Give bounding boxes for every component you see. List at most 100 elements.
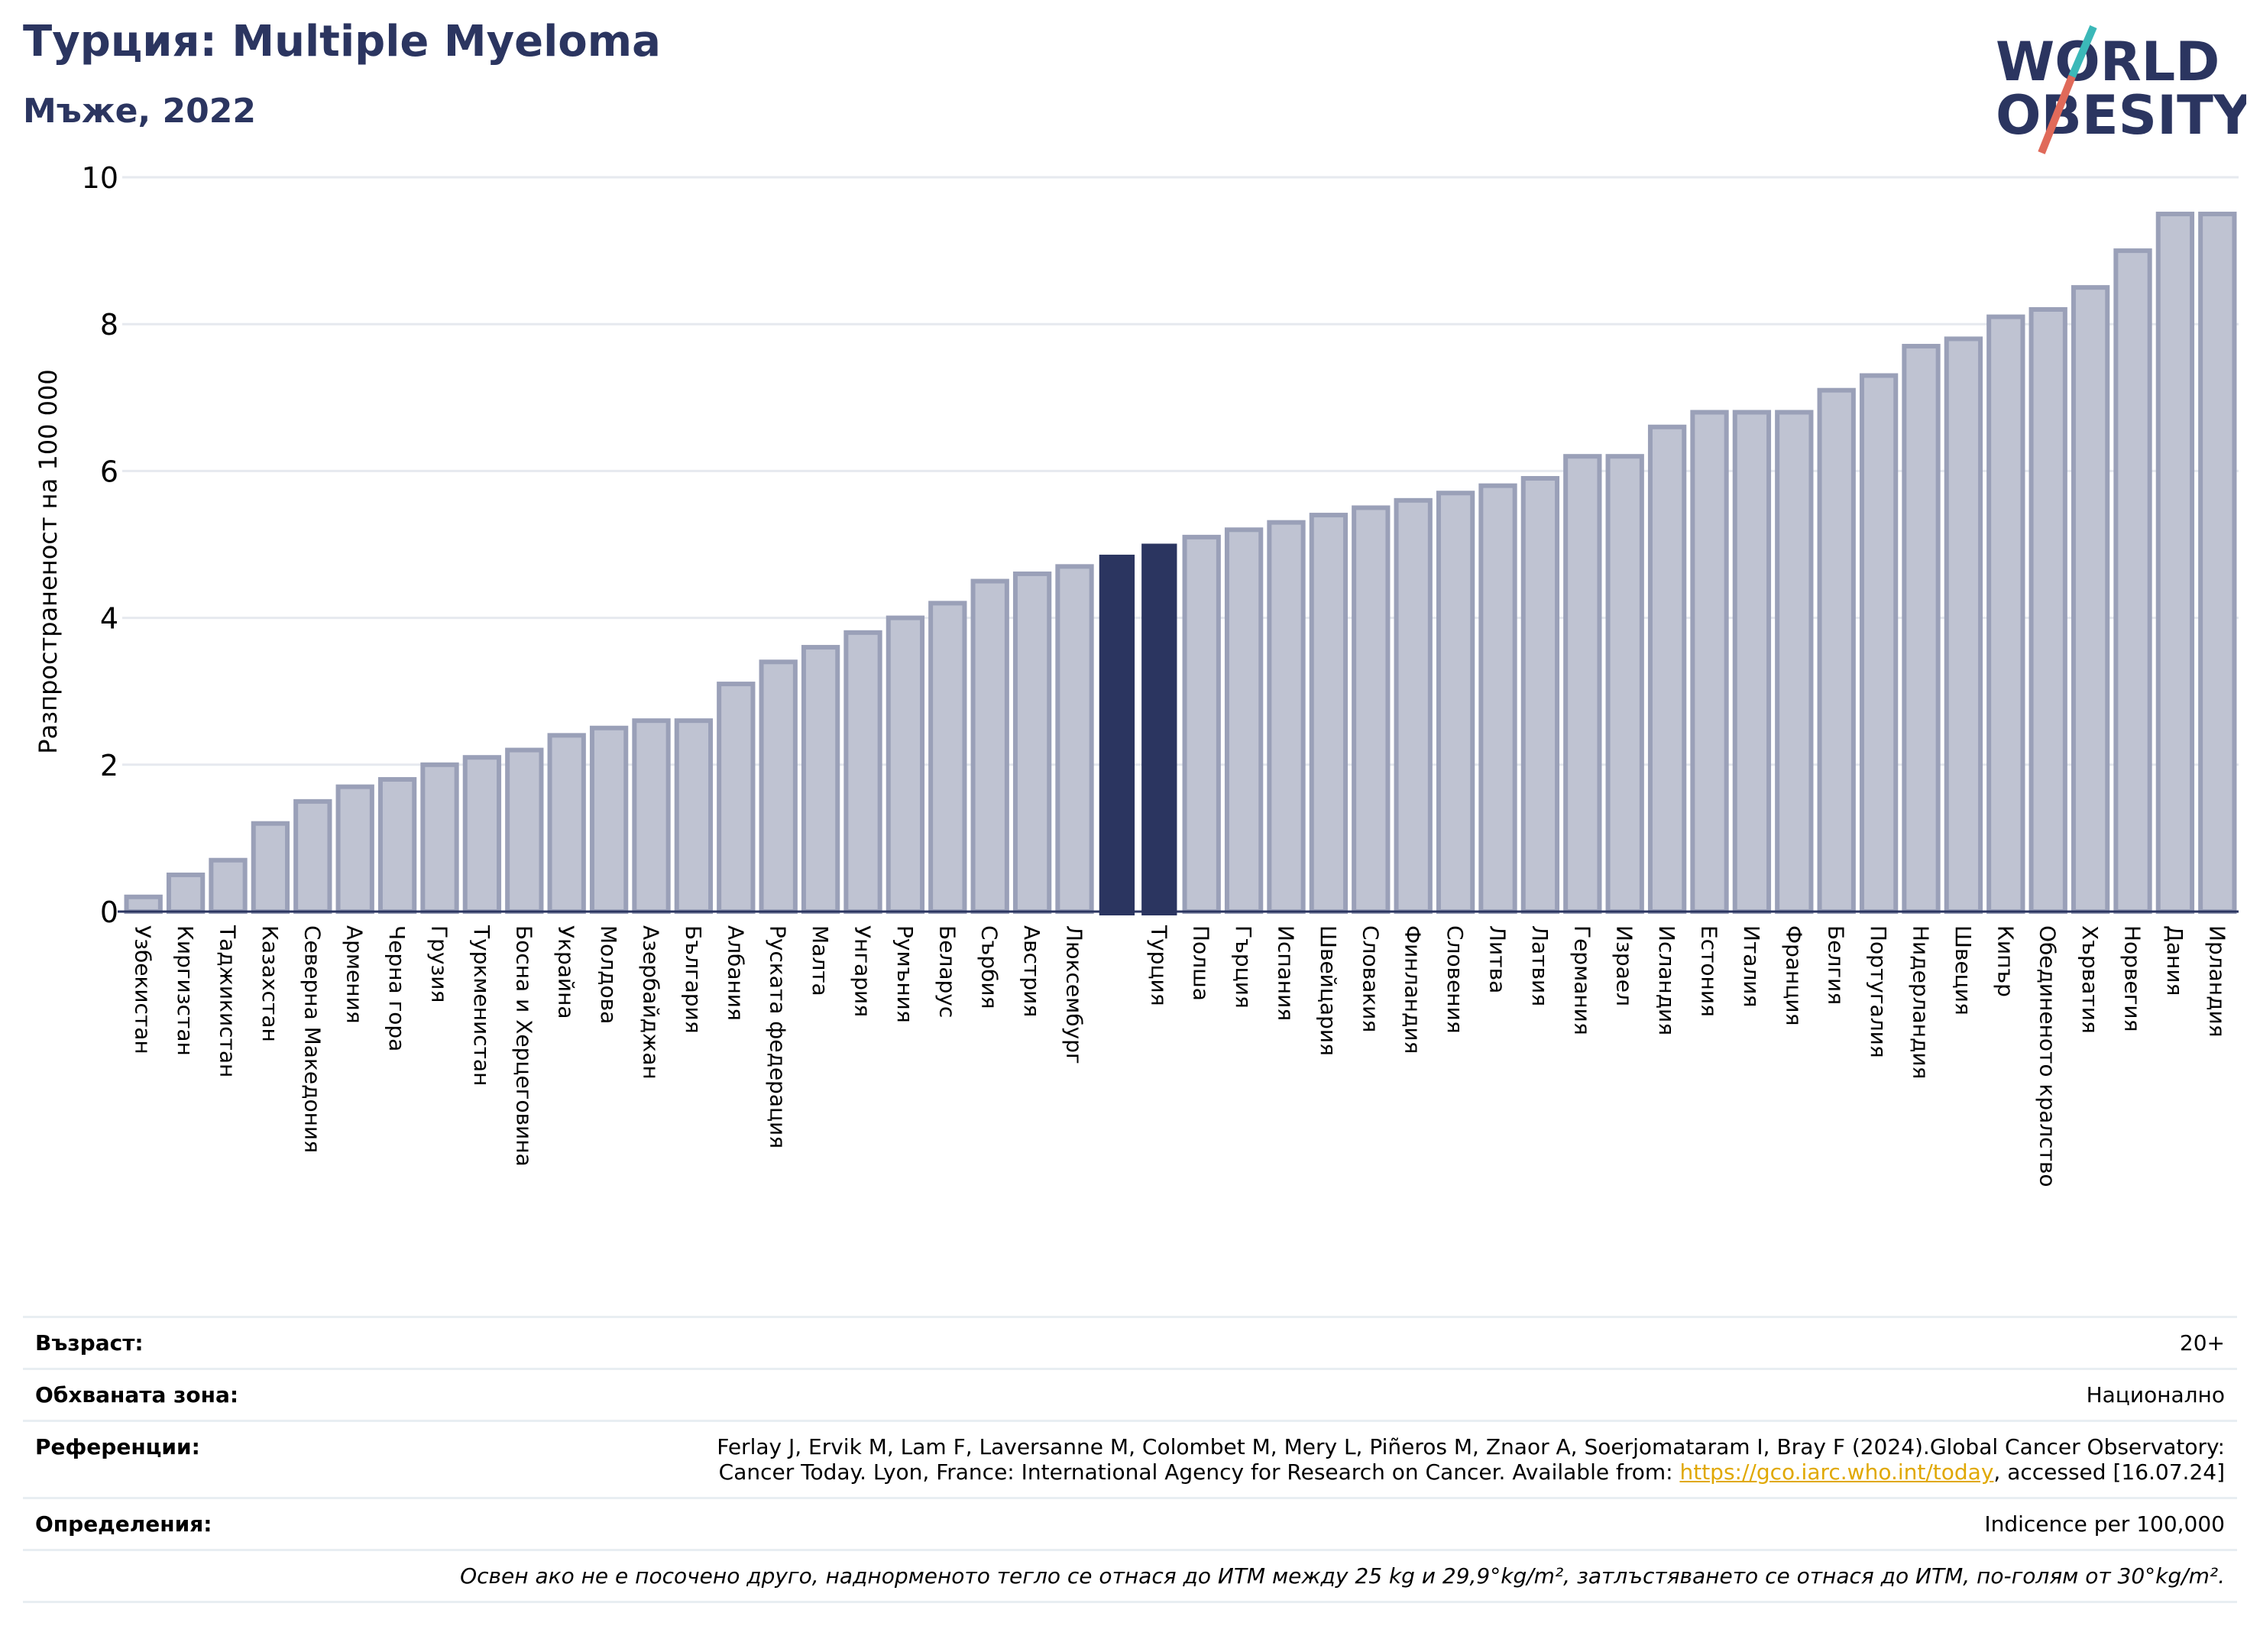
x-tick-label: Руската федерация [766,925,791,1148]
references-text: Cancer Today. Lyon, France: Internationa… [718,1459,1680,1485]
bar-highlight [1099,554,1135,915]
x-tick-label: Молдова [596,925,621,1024]
logo-word-obesity: OBESITY [1996,84,2246,147]
references-value: Ferlay J, Ervik M, Lam F, Laversanne M, … [353,1420,2237,1499]
x-tick-label: Обединеното кралство [2035,925,2061,1187]
x-tick-label: Белгия [1824,925,1849,1005]
y-tick-label: 0 [100,896,118,929]
x-tick-label: Туркменистан [469,925,494,1086]
bar [462,755,502,914]
chart-title: Турция: Multiple Myeloma [23,17,661,66]
bar [1309,513,1349,914]
bar [589,725,629,914]
bar [293,798,332,914]
bar [124,894,163,915]
x-tick-label: Малта [808,925,833,996]
x-tick-label: Албания [723,925,748,1021]
bar [970,578,1009,914]
bar [1902,344,1941,914]
x-tick-label: Таджикистан [215,925,241,1077]
bar [1775,410,1814,914]
bar [843,630,882,914]
bar [505,747,544,915]
x-tick-label: Финландия [1400,925,1426,1054]
x-tick-label: Гърция [1231,925,1256,1009]
x-tick-label: Румъния [892,925,918,1023]
bar [377,777,417,915]
references-label: Референции: [23,1420,353,1499]
x-tick-label: Швеция [1951,925,1976,1015]
x-tick-label: Нидерландия [1909,925,1934,1079]
x-tick-label: Казахстан [257,925,283,1042]
bar [209,857,248,914]
bar [2028,306,2067,915]
bar [335,784,374,914]
bar [1478,483,1517,914]
bar [1012,571,1052,914]
x-tick-label: Дания [2162,925,2187,996]
x-tick-label: Норвегия [2120,925,2145,1032]
x-tick-label: България [681,925,706,1034]
bar [1732,410,1772,914]
x-tick-label: Германия [1569,925,1595,1035]
definitions-value: Indicence per 100,000 [353,1497,2237,1551]
x-tick-label: Италия [1739,925,1764,1007]
x-tick-label: Люксембург [1062,925,1087,1064]
bar [1647,424,1687,914]
x-tick-label: Армения [342,925,367,1024]
x-tick-label: Украйна [554,925,579,1019]
coverage-label: Обхваната зона: [23,1368,353,1422]
x-tick-label: Северна Македония [299,925,325,1153]
bar [1944,336,1983,915]
bar [717,682,756,915]
bar [1859,373,1899,915]
logo-word-world: WORLD [1996,31,2220,93]
bar [2155,212,2195,914]
meta-row-definitions: Определения: Indicence per 100,000 [23,1497,2237,1551]
meta-row-coverage: Обхваната зона: Национално [23,1368,2237,1422]
x-tick-label: Беларус [934,925,960,1018]
x-tick-label: Португалия [1866,925,1891,1058]
x-tick-label: Словения [1442,925,1468,1034]
bar [1352,505,1391,914]
x-tick-label: Сърбия [977,925,1002,1009]
x-tick-label: Черна гора [384,925,410,1051]
x-tick-label: Израел [1612,925,1637,1006]
logo-slash-red [2038,75,2076,154]
x-tick-label: Унгария [850,925,876,1017]
y-tick-label: 10 [82,161,118,195]
y-tick-label: 6 [100,455,118,488]
y-tick-label: 8 [100,308,118,342]
meta-row-note: Освен ако не е посочено друго, наднормен… [23,1549,2237,1603]
references-line-2: Cancer Today. Lyon, France: Internationa… [365,1459,2225,1485]
x-tick-label: Исландия [1654,925,1679,1035]
bar [420,762,459,914]
world-obesity-logo: WORLD OBESITY [1996,25,2246,154]
references-link[interactable]: https://gco.iarc.who.int/today [1679,1459,1994,1485]
bar [674,718,714,915]
meta-row-age: Възраст: 20+ [23,1316,2237,1370]
x-tick-label: Азербайджан [639,925,664,1080]
chart-subtitle: Мъже, 2022 [23,92,256,131]
bar [886,615,925,914]
bar [1605,454,1644,914]
bar [1986,314,2025,914]
x-tick-label: Полша [1189,925,1214,1001]
x-tick-label: Босна и Херцеговина [511,925,536,1167]
age-label: Възраст: [23,1316,353,1370]
bar [2113,248,2152,915]
age-value: 20+ [353,1316,2237,1370]
references-accessed: , accessed [16.07.24] [1993,1459,2225,1485]
bar [166,872,206,914]
x-tick-label: Латвия [1527,925,1553,1006]
bar [759,659,798,914]
bar [632,718,671,915]
x-tick-label: Швейцария [1316,925,1341,1056]
x-tick-label: Литва [1485,925,1510,993]
bar [1182,534,1221,914]
bar [1267,520,1306,914]
bar [1817,387,1856,914]
bar [547,733,586,914]
x-tick-label: Кипър [1993,925,2018,997]
x-tick-label: Грузия [427,925,452,1003]
